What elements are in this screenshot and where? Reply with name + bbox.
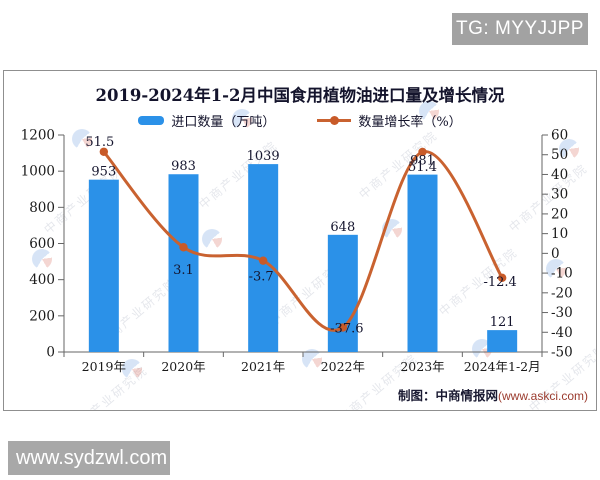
line-value-label: 51.5: [85, 135, 114, 150]
watermark-logo-icon: [472, 339, 492, 359]
legend-item-imports: 进口数量（万吨）: [138, 111, 275, 130]
watermark-logo-icon: [302, 349, 322, 369]
legend-bar-label: 进口数量（万吨）: [171, 115, 276, 130]
x-axis-category-label: 2024年1-2月: [464, 359, 541, 374]
bar: [168, 174, 199, 352]
legend-bar-swatch-icon: [138, 116, 165, 125]
credit-url: (www.askci.com): [497, 389, 588, 403]
right-axis-tick-label: -50: [551, 345, 573, 361]
bar-value-label: 1039: [247, 149, 280, 164]
watermark-logo-icon: [122, 359, 142, 379]
bar: [88, 179, 119, 352]
watermark-logo-icon: [546, 259, 566, 279]
watermark-logo-icon: [559, 139, 579, 159]
left-axis-tick-label: 200: [29, 308, 55, 324]
bar: [407, 174, 438, 352]
bar-value-label: 953: [91, 165, 116, 180]
line-value-label: -12.4: [483, 275, 516, 290]
left-axis-tick-label: 1200: [21, 128, 55, 144]
right-axis-tick-label: 10: [551, 226, 568, 242]
legend-line-swatch-icon: [317, 116, 352, 125]
watermark-logo-icon: [232, 109, 252, 129]
watermark-layer: 中商产业研究院 中商产业研究院 中商产业研究院 中商产业研究院 中商产业研究院 中商产业研…: [4, 71, 596, 410]
watermark-logo-icon: [32, 249, 52, 269]
chart-legend: 进口数量（万吨） 数量增长率（%）: [4, 111, 596, 130]
right-axis-tick-label: -10: [551, 266, 573, 282]
line-marker: [418, 147, 427, 157]
axes: [63, 135, 543, 353]
bar: [487, 330, 518, 352]
watermark-logo-icon: [72, 129, 92, 149]
line-value-label: -37.6: [330, 322, 363, 337]
watermark-logo-icon: [202, 229, 222, 249]
bar-value-label: 983: [171, 159, 196, 174]
chart-title: 2019-2024年1-2月中国食用植物油进口量及增长情况: [95, 86, 505, 105]
bar-value-label: 121: [490, 315, 515, 330]
bar-value-label: 981: [410, 154, 435, 169]
x-axis-category-label: 2023年: [400, 359, 444, 374]
line-value-label: 3.1: [173, 263, 194, 278]
chart-frame: 中商产业研究院 中商产业研究院 中商产业研究院 中商产业研究院 中商产业研究院 中商产业研…: [3, 70, 597, 411]
right-axis-tick-label: -20: [551, 285, 573, 301]
bar-value-label: 648: [330, 220, 355, 235]
line-marker: [179, 243, 188, 252]
credit-prefix: 制图：中商情报网: [397, 388, 498, 403]
growth-line: [102, 150, 504, 332]
left-axis-tick-label: 800: [29, 200, 55, 216]
chart-credit: 制图：中商情报网(www.askci.com): [398, 385, 588, 404]
right-axis-tick-label: 40: [551, 167, 568, 183]
left-axis-tick-label: 0: [46, 345, 55, 361]
bar: [327, 234, 358, 352]
bars-series: [88, 164, 518, 352]
right-axis-tick-label: 0: [551, 246, 560, 262]
right-axis-tick-label: -40: [551, 325, 573, 341]
legend-line-label: 数量增长率（%）: [358, 115, 462, 130]
x-axis-category-label: 2019年: [82, 359, 126, 374]
x-axis-category-label: 2022年: [321, 359, 365, 374]
axis-tick-labels: 0 200 400 600 800 1000 1200 -50 -40 -30 -20 -10 0 10 2…: [21, 128, 573, 375]
legend-item-growth: 数量增长率（%）: [317, 111, 462, 130]
legend-line-dot-icon: [330, 116, 340, 125]
line-marker: [258, 256, 268, 265]
combo-chart-plot: 0 200 400 600 800 1000 1200 -50 -40 -30 -20 -10 0 10 2…: [21, 128, 573, 375]
x-axis-category-label: 2021年: [241, 359, 285, 374]
line-marker: [338, 323, 348, 332]
data-labels: 953 983 1039 648 981 121 51.5 3.1 -3.7 -37.6 51.4 -…: [85, 135, 516, 337]
site-watermark-badge: www.sydzwl.com: [8, 441, 170, 475]
line-marker: [99, 147, 109, 156]
right-axis-tick-label: 30: [551, 187, 568, 203]
watermark-logo-icon: [419, 101, 439, 121]
left-axis-tick-label: 600: [29, 236, 55, 252]
right-axis-tick-label: 20: [551, 206, 568, 222]
line-series: [99, 147, 507, 332]
left-axis-tick-label: 1000: [21, 164, 55, 180]
line-marker: [497, 273, 507, 283]
right-axis-tick-label: -30: [551, 305, 573, 321]
right-axis-tick-label: 50: [551, 147, 568, 163]
line-value-label: -3.7: [249, 270, 274, 285]
line-value-label: 51.4: [408, 160, 437, 175]
tg-badge: TG: MYYJJPP: [452, 13, 588, 45]
left-axis-tick-label: 400: [29, 272, 55, 288]
right-axis-tick-label: 60: [551, 128, 568, 144]
x-axis-category-label: 2020年: [161, 359, 205, 374]
